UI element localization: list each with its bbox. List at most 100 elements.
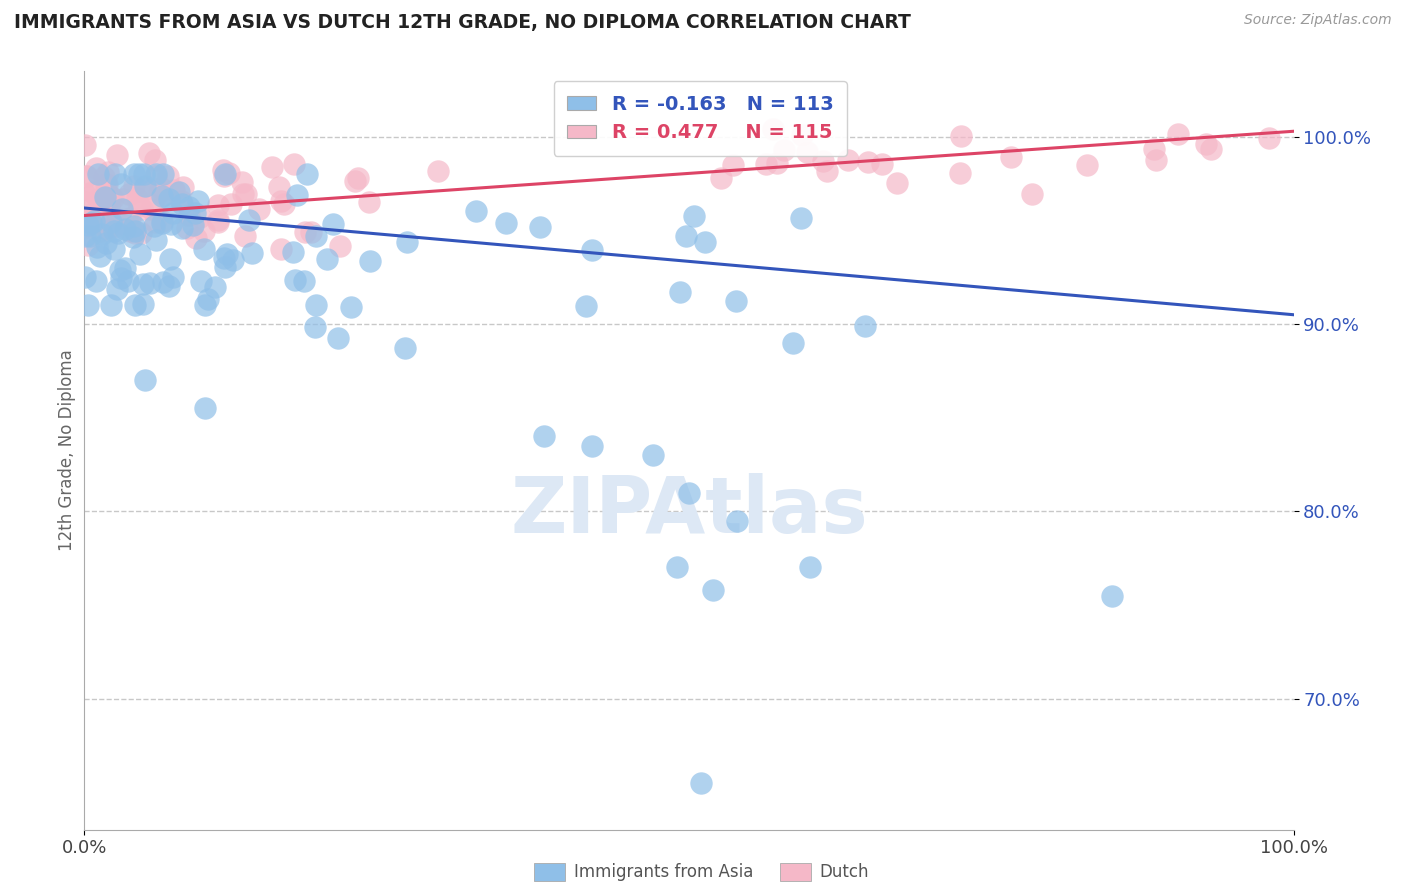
Point (108, 263, 131, 277)
Text: ZIPAtlas: ZIPAtlas (510, 473, 868, 549)
Point (87, 192, 110, 206)
Point (143, 153, 166, 168)
Point (183, 218, 205, 232)
Point (134, 373, 156, 387)
Point (122, 167, 145, 181)
Point (292, 274, 315, 288)
Point (73, 213, 96, 227)
Point (262, 160, 284, 174)
Point (132, 180, 155, 194)
Point (150, 181, 173, 195)
Point (837, 153, 859, 167)
Point (329, 238, 352, 252)
Point (394, 341, 416, 355)
Point (87, 167, 110, 181)
Point (188, 210, 211, 224)
Point (270, 242, 292, 256)
Point (162, 206, 184, 220)
Point (533, 429, 555, 443)
Point (270, 194, 292, 209)
Point (581, 439, 603, 453)
Point (1143, 142, 1166, 156)
Point (97, 165, 120, 179)
Point (104, 167, 127, 181)
Point (184, 206, 207, 220)
Point (79, 228, 101, 243)
Point (150, 188, 173, 202)
Point (103, 242, 125, 256)
Point (773, 143, 796, 157)
Point (75, 169, 97, 183)
Point (100, 190, 122, 204)
Point (112, 192, 135, 206)
Point (83, 213, 105, 227)
Point (97, 220, 120, 235)
Point (214, 167, 236, 181)
Point (167, 186, 190, 200)
Point (117, 218, 139, 232)
Point (315, 252, 337, 267)
Point (1000, 149, 1022, 163)
Point (194, 401, 217, 416)
Point (765, 156, 787, 170)
Point (103, 224, 125, 238)
Point (139, 202, 162, 216)
Point (678, 485, 700, 500)
Point (89, 249, 111, 263)
Point (357, 195, 380, 210)
Point (94, 193, 117, 207)
Point (762, 122, 785, 136)
Point (1258, 130, 1281, 145)
Point (96, 223, 118, 237)
Point (128, 167, 150, 181)
Point (117, 274, 139, 288)
Point (215, 247, 238, 261)
Point (110, 271, 132, 285)
Point (249, 202, 271, 217)
Point (172, 180, 194, 194)
Point (267, 179, 290, 194)
Text: IMMIGRANTS FROM ASIA VS DUTCH 12TH GRADE, NO DIPLOMA CORRELATION CHART: IMMIGRANTS FROM ASIA VS DUTCH 12TH GRADE… (14, 13, 911, 32)
Point (124, 224, 146, 238)
Point (295, 167, 318, 181)
Point (156, 169, 179, 183)
Point (89, 223, 111, 237)
Point (152, 167, 174, 181)
Point (214, 260, 236, 274)
Text: Dutch: Dutch (820, 863, 869, 881)
Point (529, 220, 551, 235)
Point (118, 224, 141, 238)
Point (238, 213, 260, 227)
Point (94, 190, 117, 204)
Point (949, 129, 972, 144)
Point (76, 238, 98, 252)
Point (134, 178, 156, 193)
Point (170, 194, 193, 209)
Point (1167, 127, 1189, 141)
Point (73, 138, 96, 153)
Point (359, 254, 381, 268)
Point (240, 246, 263, 260)
Point (273, 197, 295, 211)
Point (138, 145, 160, 160)
Point (214, 251, 236, 265)
Point (326, 330, 349, 344)
Point (157, 279, 180, 293)
Point (235, 186, 257, 201)
Point (91, 194, 114, 209)
Point (150, 214, 173, 228)
Point (152, 187, 174, 202)
Point (163, 183, 186, 197)
Point (103, 191, 125, 205)
Point (870, 157, 893, 171)
Point (1199, 142, 1222, 156)
Point (197, 292, 219, 306)
Point (94, 236, 117, 251)
Point (90, 227, 112, 241)
Point (124, 227, 146, 241)
Point (721, 158, 744, 172)
Point (641, 448, 664, 462)
Text: Source: ZipAtlas.com: Source: ZipAtlas.com (1244, 13, 1392, 28)
Point (132, 277, 155, 291)
Point (284, 273, 307, 287)
